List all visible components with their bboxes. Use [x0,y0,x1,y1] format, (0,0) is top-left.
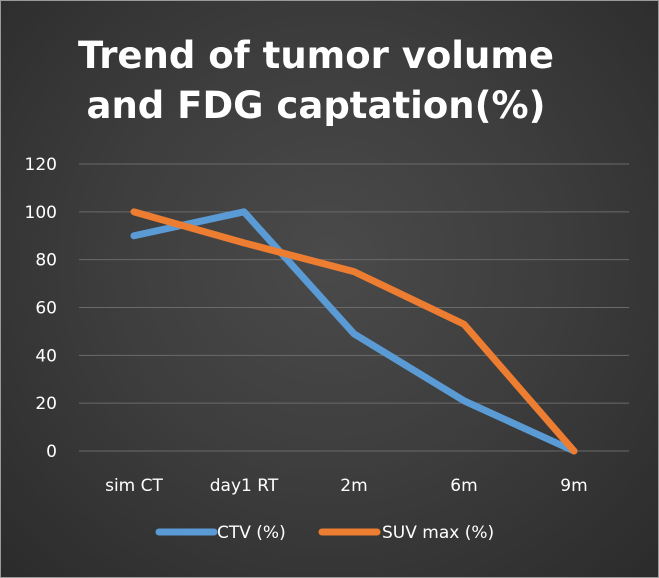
y-tick-label: 0 [46,442,57,462]
x-tick-label: 6m [450,476,477,496]
x-tick-label: sim CT [105,476,163,496]
x-tick-label: day1 RT [210,476,279,496]
y-tick-label: 60 [35,299,57,319]
series-line-ctv [130,208,578,455]
y-tick-label: 80 [35,251,57,271]
y-tick-label: 100 [25,203,57,223]
y-tick-label: 40 [35,346,57,366]
chart-title: Trend of tumor volume and FDG captation(… [78,34,554,127]
y-tick-label: 120 [25,155,57,175]
legend-label-ctv: CTV (%) [217,523,286,543]
y-tick-label: 20 [35,394,57,414]
x-tick-label: 2m [340,476,367,496]
legend-label-suv-max: SUV max (%) [382,523,494,543]
x-tick-label: 9m [560,476,587,496]
